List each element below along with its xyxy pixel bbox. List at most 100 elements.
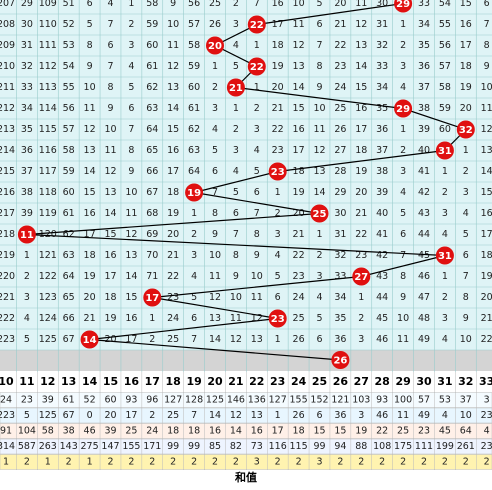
- stat-value: 4: [484, 426, 490, 437]
- stat-value: 39: [104, 426, 116, 437]
- omission-value: 17: [84, 229, 96, 240]
- omission-value: 9: [463, 313, 469, 324]
- omission-value: 14: [293, 82, 305, 93]
- sum-ball: [143, 288, 162, 307]
- sum-ball: [268, 162, 287, 181]
- omission-value: 1: [442, 271, 448, 282]
- stat-value: 275: [81, 441, 99, 452]
- stat-value: 261: [457, 441, 475, 452]
- issue-number: 207: [0, 0, 15, 9]
- omission-value: 68: [146, 208, 158, 219]
- stat-value: 2: [463, 457, 469, 468]
- stat-value: 147: [101, 441, 119, 452]
- omission-value: 121: [39, 250, 57, 261]
- omission-value: 122: [39, 271, 57, 282]
- column-header: 14: [82, 375, 98, 388]
- omission-value: 12: [251, 313, 263, 324]
- omission-value: 17: [167, 166, 179, 177]
- omission-value: 9: [254, 250, 260, 261]
- stat-row: [0, 407, 492, 424]
- omission-value: 30: [21, 19, 33, 30]
- omission-value: 29: [21, 0, 33, 9]
- omission-value: 32: [376, 40, 388, 51]
- omission-value: 28: [334, 166, 346, 177]
- column-header: 12: [40, 375, 55, 388]
- stat-value: 3: [484, 395, 490, 406]
- stat-value: 1: [87, 457, 93, 468]
- omission-value: 13: [481, 145, 492, 156]
- omission-value: 7: [191, 334, 197, 345]
- column-header: 27: [354, 375, 369, 388]
- omission-value: 2: [358, 313, 364, 324]
- omission-value: 41: [376, 229, 388, 240]
- omission-value: 1: [191, 208, 197, 219]
- omission-value: 19: [460, 82, 472, 93]
- omission-value: 3: [442, 313, 448, 324]
- column-header: 24: [291, 375, 307, 388]
- stat-value: 199: [436, 441, 454, 452]
- omission-value: 1: [233, 103, 239, 114]
- stat-value: 587: [18, 441, 36, 452]
- omission-value: 16: [104, 250, 116, 261]
- column-header: 10: [0, 375, 14, 388]
- omission-value: 2: [442, 187, 448, 198]
- omission-value: 2: [212, 82, 218, 93]
- column-header: 29: [395, 375, 410, 388]
- omission-value: 11: [293, 19, 305, 30]
- omission-value: 15: [481, 187, 492, 198]
- omission-value: 2: [400, 40, 406, 51]
- omission-value: 13: [84, 145, 96, 156]
- omission-value: 18: [84, 250, 96, 261]
- sum-ball: [394, 0, 413, 13]
- omission-value: 5: [275, 271, 281, 282]
- omission-value: 14: [167, 103, 179, 114]
- omission-value: 67: [63, 334, 75, 345]
- omission-value: 56: [439, 40, 451, 51]
- omission-value: 19: [293, 187, 305, 198]
- omission-value: 2: [400, 145, 406, 156]
- omission-value: 6: [233, 208, 239, 219]
- stat-value: 0: [87, 410, 93, 421]
- sum-ball-label: 27: [354, 272, 368, 283]
- stat-value: 143: [60, 441, 78, 452]
- omission-value: 25: [167, 334, 179, 345]
- omission-value: 62: [146, 82, 158, 93]
- omission-value: 1: [442, 166, 448, 177]
- omission-value: 33: [334, 271, 346, 282]
- omission-value: 58: [439, 82, 451, 93]
- sum-ball-label: 31: [438, 146, 452, 157]
- omission-value: 23: [355, 250, 367, 261]
- stat-value: 88: [355, 441, 367, 452]
- stat-value: 6: [316, 410, 322, 421]
- omission-value: 7: [107, 19, 113, 30]
- omission-value: 11: [167, 40, 179, 51]
- stat-value: 103: [352, 395, 370, 406]
- stat-value: 12: [230, 410, 242, 421]
- column-header: 11: [19, 375, 34, 388]
- omission-value: 1: [463, 145, 469, 156]
- stat-value: 37: [460, 395, 472, 406]
- stat-value: 15: [313, 426, 325, 437]
- omission-value: 62: [188, 124, 200, 135]
- omission-value: 51: [63, 0, 75, 9]
- sum-ball-label: 23: [271, 167, 285, 178]
- stat-value: 19: [355, 426, 367, 437]
- stat-value: 57: [418, 395, 430, 406]
- omission-value: 17: [355, 124, 367, 135]
- omission-value: 4: [442, 334, 448, 345]
- stat-value: 171: [143, 441, 161, 452]
- omission-value: 39: [376, 187, 388, 198]
- omission-value: 112: [39, 61, 57, 72]
- omission-value: 25: [334, 103, 346, 114]
- sum-ball-label: 11: [20, 230, 34, 241]
- issue-number: 214: [0, 145, 15, 156]
- sum-ball-label: 21: [229, 83, 243, 94]
- omission-value: 25: [293, 313, 305, 324]
- omission-value: 67: [146, 187, 158, 198]
- omission-value: 2: [275, 208, 281, 219]
- omission-value: 113: [39, 82, 57, 93]
- omission-value: 14: [481, 166, 492, 177]
- omission-value: 2: [254, 103, 260, 114]
- omission-value: 22: [272, 124, 284, 135]
- omission-value: 66: [146, 166, 158, 177]
